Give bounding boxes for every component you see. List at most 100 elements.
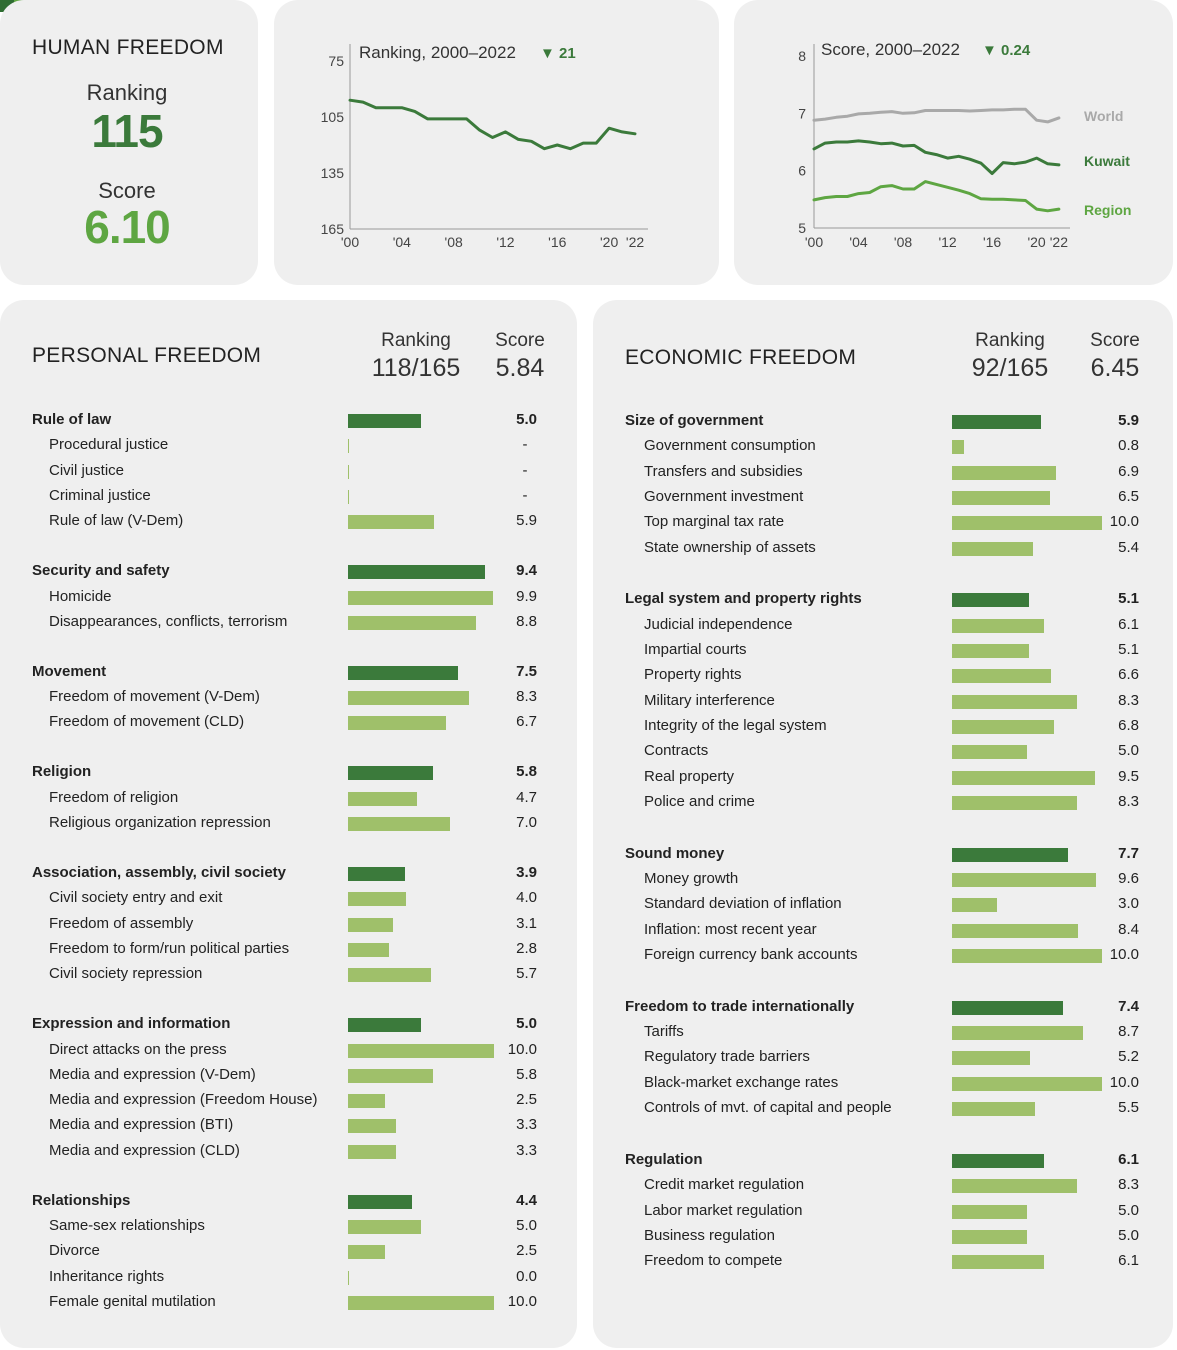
pf-score-header: Score 5.84 xyxy=(484,330,556,383)
score-value: 5.8 xyxy=(516,763,537,781)
score-value: 6.1 xyxy=(1118,615,1139,633)
score-bar xyxy=(952,1229,1027,1244)
row-label: Money growth xyxy=(644,870,739,887)
ranking-chart-card: 75 105 135 165'00 '04 '08 '12 '16 '20 '22 Ranking,… xyxy=(274,0,719,285)
score-bar xyxy=(348,716,446,731)
score-bar xyxy=(348,817,451,831)
row-label: Media and expression (Freedom House) xyxy=(49,1091,318,1109)
score-value: 6.1 xyxy=(1118,1150,1139,1168)
score-value: 7.7 xyxy=(1118,844,1139,862)
score-bar xyxy=(952,847,1068,862)
score-bar xyxy=(348,968,432,983)
x-tick-label: '16 xyxy=(548,234,566,250)
score-bar-empty xyxy=(348,464,349,479)
category-row: Legal system and property rights 5.1 xyxy=(593,589,1173,611)
x-tick-label: '12 xyxy=(496,234,514,250)
x-tick-label: '20 xyxy=(1027,234,1045,250)
indicator-row: Government consumption 0.8 xyxy=(593,436,1173,458)
score-value: 6.1 xyxy=(1118,1252,1139,1270)
row-label: Foreign currency bank accounts xyxy=(644,945,858,963)
legend-label-region: Region xyxy=(1084,202,1131,218)
score-value: 8.3 xyxy=(516,688,537,706)
row-label: Freedom to form/run political parties xyxy=(49,939,290,957)
score-bar xyxy=(952,694,1077,709)
score-bar xyxy=(952,669,1051,684)
score-bar xyxy=(952,770,1095,785)
score-value: 5.0 xyxy=(516,1015,537,1033)
indicator-row: Regulatory trade barriers 5.2 xyxy=(593,1047,1173,1069)
score-value: 5.1 xyxy=(1118,590,1139,608)
indicator-row: Procedural justice - xyxy=(0,435,577,457)
row-label: Military interference xyxy=(644,691,775,709)
score-value: 5.0 xyxy=(516,1217,537,1234)
y-tick-label: 7 xyxy=(798,105,806,121)
score-bar xyxy=(348,766,433,781)
x-tick-label: '00 xyxy=(341,234,359,250)
personal-freedom-card: PERSONAL FREEDOM Ranking 118/165 Score 5… xyxy=(0,300,577,1348)
score-value: 9.9 xyxy=(516,587,537,605)
row-label: Tariffs xyxy=(644,1023,684,1041)
score-value: 8.3 xyxy=(1118,691,1139,709)
row-label: Inheritance rights xyxy=(49,1267,165,1285)
score-bar xyxy=(348,691,470,706)
indicator-row: Money growth 9.6 xyxy=(593,869,1173,891)
score-bar xyxy=(348,590,493,605)
indicator-row: Same-sex relationships 5.0 xyxy=(0,1216,577,1238)
score-value: 7.0 xyxy=(516,814,537,831)
indicator-row: Freedom of movement (CLD) 6.7 xyxy=(0,712,577,734)
row-label: Association, assembly, civil society xyxy=(32,864,287,881)
score-value: 6.5 xyxy=(1118,487,1139,505)
category-row: Security and safety 9.4 xyxy=(0,561,577,583)
indicator-row: Real property 9.5 xyxy=(593,767,1173,789)
hf-score-label: Score xyxy=(98,178,156,203)
score-value: 9.4 xyxy=(516,562,537,580)
score-value: 4.0 xyxy=(516,889,537,907)
row-label: Movement xyxy=(32,662,107,680)
category-row: Relationships 4.4 xyxy=(0,1191,577,1213)
score-bar xyxy=(952,1204,1027,1219)
indicator-row: Business regulation 5.0 xyxy=(593,1226,1173,1248)
ef-ranking-label: Ranking xyxy=(975,330,1045,351)
score-bar xyxy=(952,1102,1035,1116)
row-label: Business regulation xyxy=(644,1226,775,1244)
row-label: Civil justice xyxy=(49,461,125,479)
score-value: 4.4 xyxy=(516,1191,537,1209)
score-bar xyxy=(348,917,394,932)
score-bar xyxy=(952,644,1029,658)
x-tick-label: '04 xyxy=(849,234,867,250)
row-label: Controls of mvt. of capital and people xyxy=(644,1099,892,1116)
score-value: 5.9 xyxy=(1118,412,1139,429)
indicator-row: Government investment 6.5 xyxy=(593,487,1173,509)
score-chart-card: 8 7 6 5'00 '04 '08 '12 '16 '20 '22 Score, 2000–202… xyxy=(734,0,1173,285)
y-tick-label: 105 xyxy=(321,109,345,125)
category-row: Size of government 5.9 xyxy=(593,411,1173,433)
row-label: State ownership of assets xyxy=(644,538,816,556)
row-label: Relationships xyxy=(32,1191,131,1209)
row-label: Transfers and subsidies xyxy=(644,462,803,480)
score-value: 10.0 xyxy=(507,1040,537,1058)
score-value: 5.2 xyxy=(1118,1048,1139,1066)
personal-freedom-title: PERSONAL FREEDOM xyxy=(32,344,262,367)
score-bar xyxy=(348,892,407,907)
row-label: Civil society entry and exit xyxy=(49,889,223,907)
indicator-row: Freedom of movement (V-Dem) 8.3 xyxy=(0,687,577,709)
score-bar xyxy=(348,1043,494,1058)
score-value: 2.5 xyxy=(516,1242,537,1260)
category-row: Movement 7.5 xyxy=(0,662,577,684)
score-value: 5.4 xyxy=(1118,538,1139,556)
score-bar xyxy=(348,1194,413,1209)
y-tick-label: 165 xyxy=(321,221,345,237)
y-tick-label: 75 xyxy=(328,53,344,69)
row-label: Civil society repression xyxy=(49,965,203,983)
score-bar xyxy=(952,593,1029,608)
pf-ranking-label: Ranking xyxy=(381,330,451,351)
score-value: 7.5 xyxy=(516,662,537,680)
row-label: Impartial courts xyxy=(644,641,747,658)
indicator-row: Criminal justice - xyxy=(0,486,577,508)
pf-score-value: 5.84 xyxy=(495,354,545,382)
score-value: 8.3 xyxy=(1118,1176,1139,1194)
score-bar xyxy=(348,791,417,806)
indicator-row: Labor market regulation 5.0 xyxy=(593,1201,1173,1223)
row-label: Contracts xyxy=(644,742,709,760)
row-label: Freedom of movement (CLD) xyxy=(49,713,245,731)
